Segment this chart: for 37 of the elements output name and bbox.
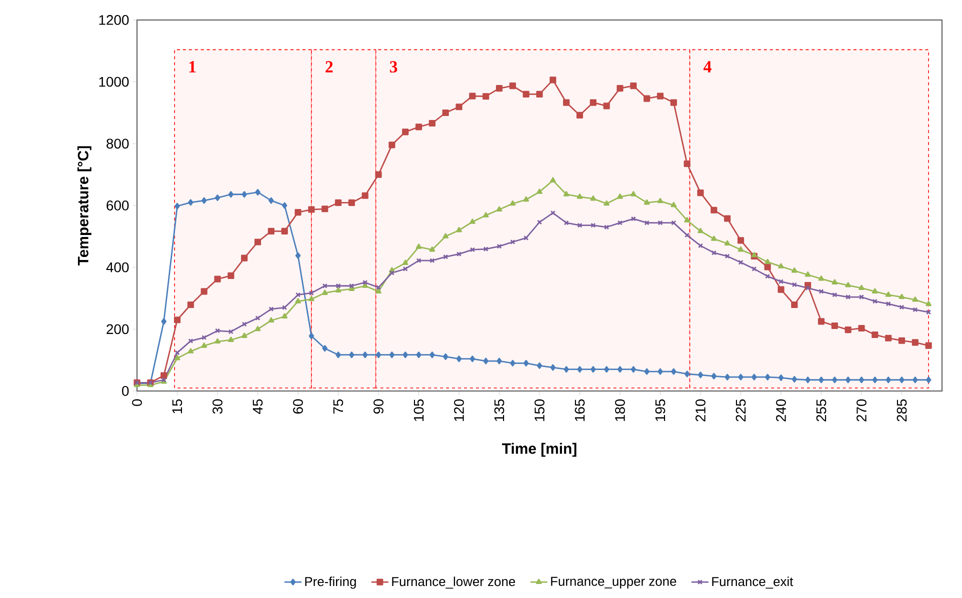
x-tick-label: 75	[333, 399, 344, 414]
x-tick-label: 0	[132, 399, 142, 406]
legend-label: Furnance_exit	[712, 576, 794, 589]
y-tick-label: 0	[122, 386, 129, 396]
legend-label: Pre-firing	[305, 576, 356, 589]
x-tick-label: 225	[736, 399, 746, 422]
x-tick-label: 165	[574, 399, 585, 421]
band-label: 2	[326, 61, 333, 72]
x-tick-label: 105	[414, 399, 424, 421]
x-tick-label: 135	[494, 399, 504, 421]
y-tick-label: 400	[106, 262, 129, 272]
y-tick-label: 1200	[99, 15, 129, 25]
band-label: 3	[390, 61, 398, 73]
y-tick-label: 1000	[99, 76, 129, 87]
legend-label: Furnance_upper zone	[551, 576, 676, 588]
x-tick-label: 210	[696, 399, 706, 422]
band-label: 1	[189, 61, 196, 72]
y-axis-title: Temperature [°C]	[77, 146, 92, 266]
x-tick-label: 45	[252, 399, 263, 414]
x-tick-label: 180	[615, 399, 625, 421]
y-tick-label: 200	[106, 324, 129, 334]
band-label: 4	[703, 61, 712, 72]
x-tick-label: 270	[856, 399, 866, 422]
x-tick-label: 285	[896, 399, 907, 422]
x-tick-label: 15	[172, 399, 182, 414]
x-tick-label: 255	[816, 399, 826, 422]
x-tick-label: 30	[212, 399, 222, 414]
x-tick-label: 60	[293, 399, 303, 414]
x-tick-label: 90	[374, 399, 384, 414]
legend-label: Furnance_lower zone	[392, 576, 516, 589]
x-tick-label: 150	[534, 399, 544, 421]
y-tick-label: 800	[106, 138, 129, 149]
y-tick-label: 600	[106, 200, 129, 210]
x-tick-label: 120	[454, 399, 464, 421]
x-axis-title: Time [min]	[502, 442, 576, 457]
x-tick-label: 240	[776, 399, 786, 422]
x-tick-label: 195	[655, 399, 666, 421]
